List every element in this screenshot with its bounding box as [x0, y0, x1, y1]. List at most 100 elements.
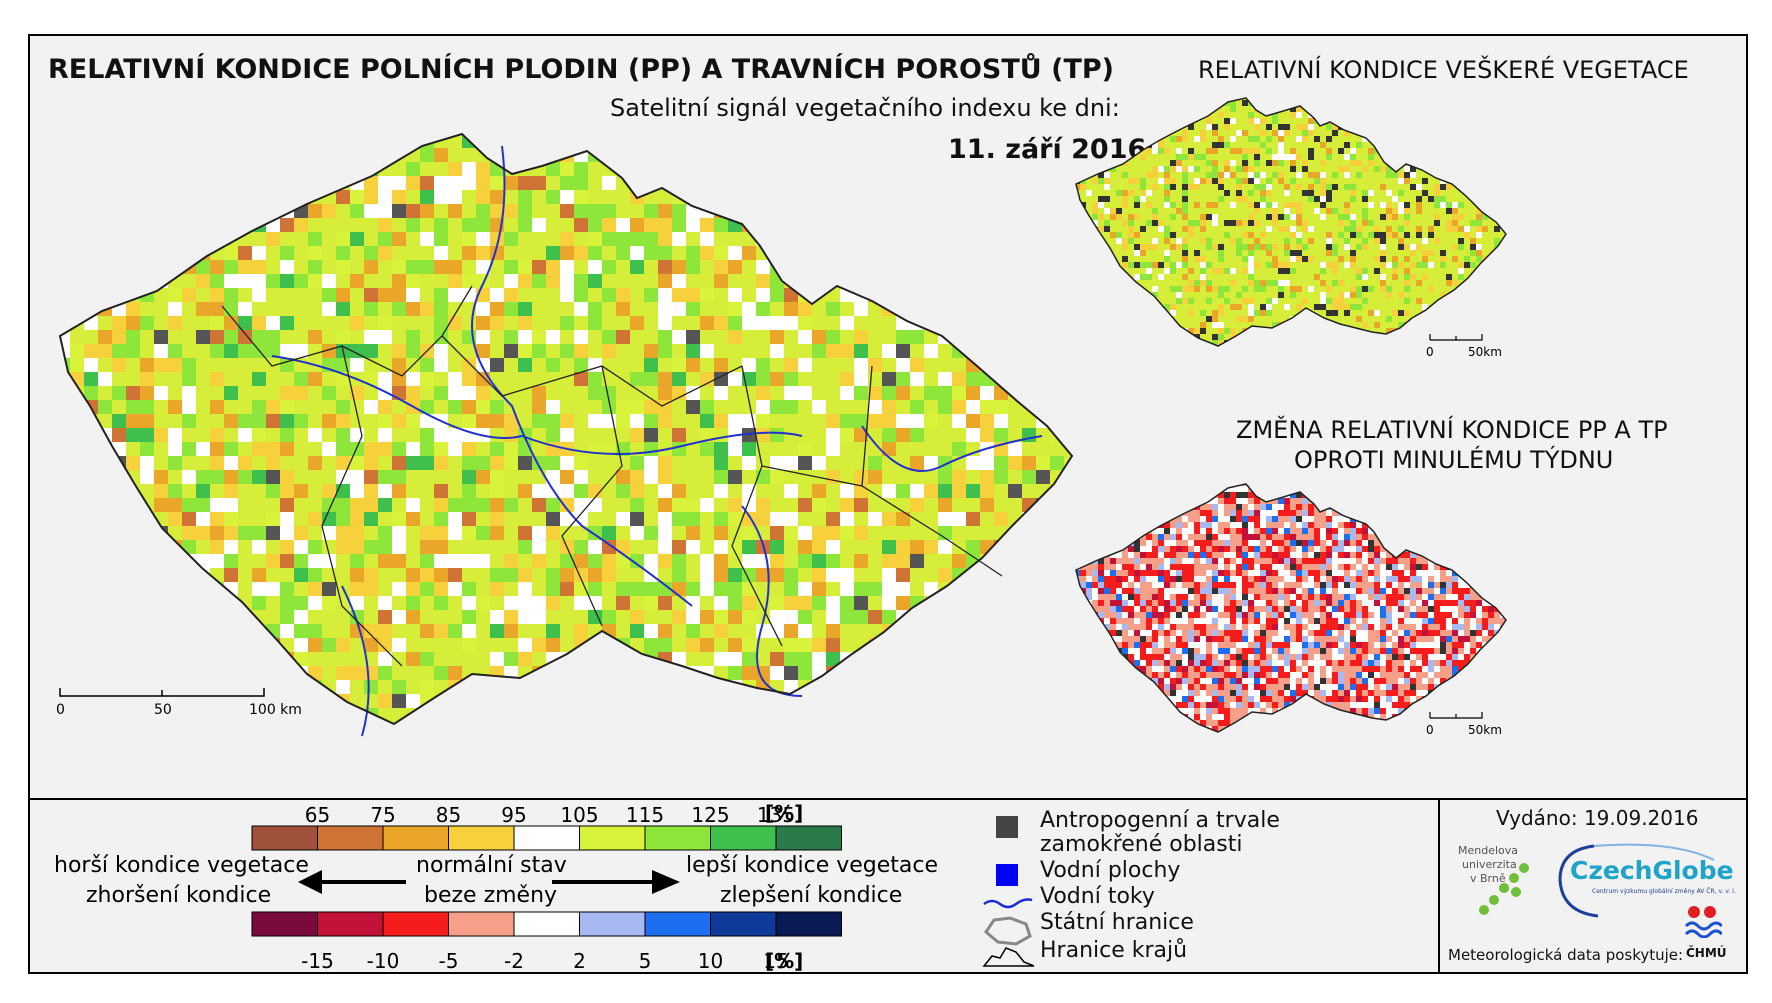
map-cell: [966, 722, 980, 724]
map-cell: [1074, 370, 1080, 376]
map-cell: [1176, 534, 1182, 540]
map-cell: [980, 498, 994, 512]
map-cell: [1362, 504, 1368, 510]
map-cell: [1170, 346, 1176, 352]
map-cell: [1536, 522, 1542, 528]
map-cell: [168, 120, 182, 134]
map-cell: [1470, 280, 1476, 286]
map-cell: [588, 736, 602, 750]
map-cell: [1134, 484, 1140, 486]
map-cell: [686, 162, 700, 176]
map-cell: [1170, 178, 1176, 184]
map-cell: [378, 246, 392, 260]
map-cell: [1182, 492, 1188, 498]
map-cell: [1482, 262, 1488, 268]
map-cell: [1158, 178, 1164, 184]
map-cell: [1218, 196, 1224, 202]
map-cell: [1392, 124, 1398, 130]
map-cell: [1368, 106, 1374, 112]
map-cell: [1332, 334, 1338, 340]
map-cell: [840, 610, 854, 624]
map-cell: [112, 512, 126, 526]
map-cell: [1076, 328, 1080, 334]
map-cell: [1248, 88, 1254, 94]
map-cell: [378, 218, 392, 232]
map-cell: [770, 526, 784, 540]
map-cell: [1350, 112, 1356, 118]
map-cell: [882, 722, 896, 724]
map-cell: [1272, 98, 1278, 100]
map-cell: [224, 470, 238, 484]
map-cell: [1116, 238, 1122, 244]
map-cell: [1500, 540, 1506, 546]
map-cell: [252, 330, 266, 344]
map-cell: [1320, 498, 1326, 504]
map-cell: [560, 512, 574, 526]
map-cell: [1230, 510, 1236, 516]
map-cell: [938, 120, 952, 134]
map-cell: [518, 778, 532, 792]
map-cell: [812, 274, 826, 288]
map-cell: [1170, 124, 1176, 130]
map-cell: [1392, 232, 1398, 238]
map-cell: [1296, 154, 1302, 160]
map-cell: [1308, 522, 1314, 528]
map-cell: [462, 624, 476, 638]
map-cell: [224, 484, 238, 498]
map-cell: [1332, 208, 1338, 214]
map-cell: [322, 302, 336, 316]
map-cell: [504, 568, 518, 582]
map-cell: [1248, 522, 1254, 528]
map-cell: [448, 288, 462, 302]
map-cell: [1524, 184, 1530, 190]
map-cell: [1296, 244, 1302, 250]
map-cell: [210, 400, 224, 414]
map-cell: [1512, 328, 1518, 334]
map-cell: [1416, 88, 1422, 94]
map-cell: [1122, 112, 1128, 118]
map-cell: [1464, 118, 1470, 124]
map-cell: [798, 442, 812, 456]
map-cell: [238, 120, 252, 134]
map-cell: [476, 372, 490, 386]
map-cell: [294, 596, 308, 610]
map-cell: [1266, 250, 1272, 256]
map-cell: [224, 148, 238, 162]
map-cell: [1308, 124, 1314, 130]
map-cell: [812, 204, 826, 218]
map-cell: [1326, 148, 1332, 154]
map-cell: [1278, 262, 1284, 268]
map-cell: [1212, 504, 1218, 510]
map-cell: [1266, 546, 1272, 552]
map-cell: [1236, 522, 1242, 528]
map-cell: [686, 260, 700, 274]
map-cell: [1404, 486, 1410, 492]
map-cell: [910, 106, 924, 120]
map-cell: [378, 624, 392, 638]
map-cell: [490, 316, 504, 330]
map-cell: [700, 582, 714, 596]
map-cell: [1530, 142, 1536, 148]
map-cell: [294, 372, 308, 386]
map-cell: [1494, 376, 1500, 378]
map-cell: [210, 638, 224, 652]
map-cell: [546, 414, 560, 428]
map-cell: [1494, 510, 1500, 516]
map-cell: [1422, 106, 1428, 112]
map-cell: [1314, 304, 1320, 310]
map-cell: [938, 540, 952, 554]
map-cell: [1134, 546, 1140, 552]
map-cell: [1236, 196, 1242, 202]
map-cell: [756, 694, 770, 708]
map-cell: [1212, 534, 1218, 540]
map-cell: [1188, 106, 1194, 112]
map-cell: [1104, 376, 1110, 378]
map-cell: [140, 316, 154, 330]
map-cell: [238, 344, 252, 358]
map-cell: [812, 736, 826, 750]
map-cell: [308, 778, 322, 792]
map-cell: [336, 456, 350, 470]
map-cell: [504, 288, 518, 302]
map-cell: [504, 652, 518, 666]
map-cell: [1176, 504, 1182, 510]
